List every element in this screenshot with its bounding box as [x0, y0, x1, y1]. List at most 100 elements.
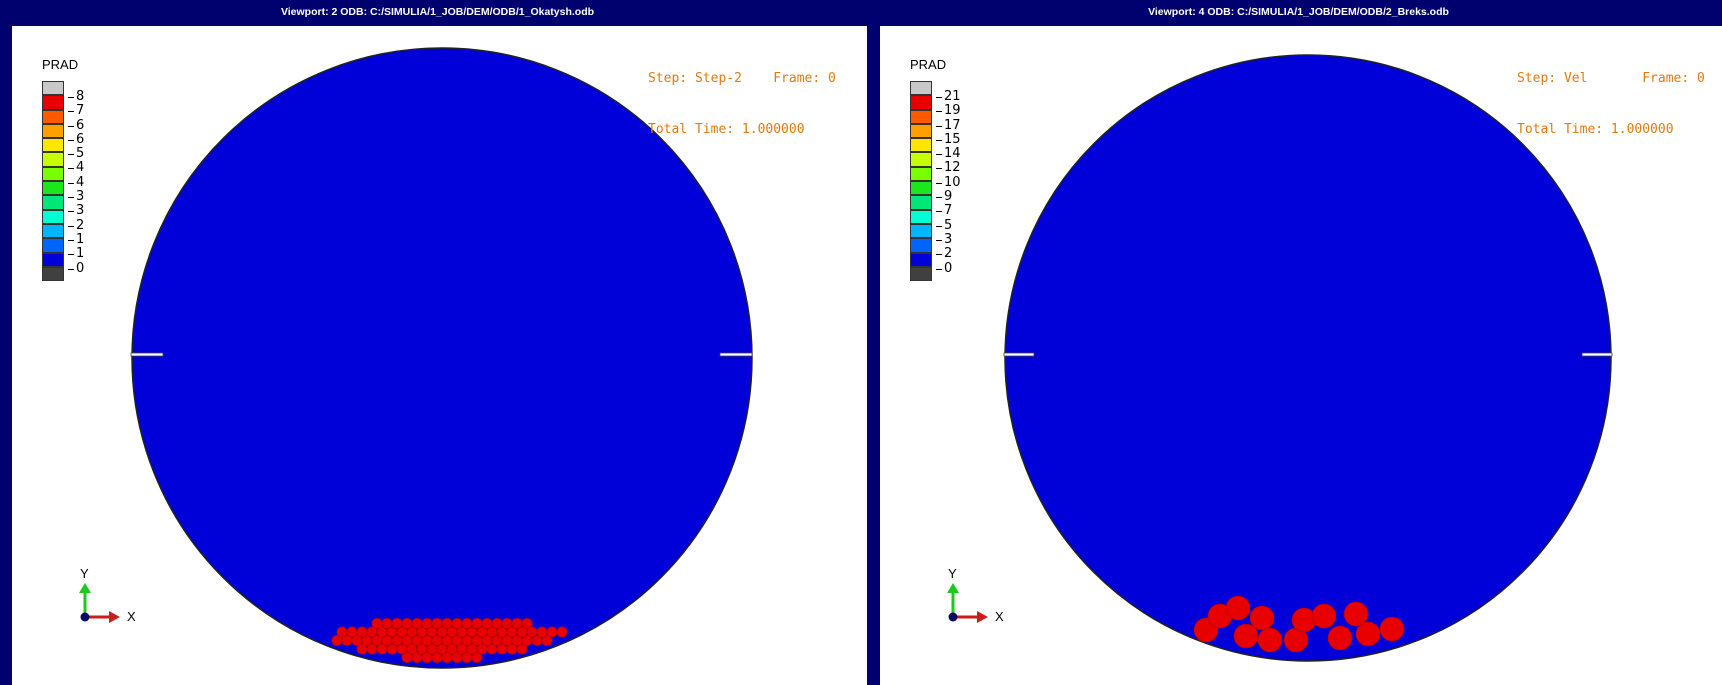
legend-swatch	[910, 81, 932, 96]
drum-body	[1004, 54, 1612, 662]
legend-colorbar	[910, 81, 932, 282]
origin-dot-icon	[948, 612, 958, 622]
legend-swatch	[42, 152, 64, 167]
particle	[1249, 605, 1275, 631]
legend-swatch	[910, 166, 932, 182]
legend-label: 2	[68, 218, 84, 233]
viewport-4[interactable]: Viewport: 4 ODB: C:/SIMULIA/1_JOB/DEM/OD…	[875, 0, 1722, 685]
particle	[471, 651, 483, 663]
legend-label: 19	[936, 103, 961, 118]
legend-label: 0	[936, 261, 961, 276]
legend-swatch	[910, 109, 932, 124]
step-line: Step: Step-2 Frame: 0	[648, 71, 836, 86]
y-axis-arrowhead	[947, 583, 959, 593]
viewport-title: Viewport: 2 ODB: C:/SIMULIA/1_JOB/DEM/OD…	[280, 6, 595, 18]
triad-y-label: Y	[80, 566, 89, 581]
legend: PRAD 21 19 17 15 14 12 10 9 7 5 3 2 0	[910, 57, 961, 282]
legend-label: 12	[936, 161, 961, 175]
legend-swatch	[910, 181, 932, 196]
legend-swatch	[42, 266, 64, 282]
drum-scene	[130, 47, 753, 669]
legend-swatch	[42, 209, 64, 224]
particle	[1327, 625, 1353, 651]
legend-label: 3	[68, 204, 84, 218]
legend-label: 8	[68, 89, 84, 104]
particle	[511, 617, 523, 629]
legend-swatch	[42, 109, 64, 124]
triad-x-label: X	[995, 609, 1004, 624]
particle	[471, 617, 483, 629]
legend-swatch	[42, 138, 64, 153]
legend-swatch	[910, 266, 932, 282]
legend-label: 21	[936, 89, 961, 104]
triad-x-label: X	[127, 609, 136, 624]
legend-label: 2	[936, 246, 961, 261]
viewport-2[interactable]: Viewport: 2 ODB: C:/SIMULIA/1_JOB/DEM/OD…	[0, 0, 875, 685]
legend-swatch	[910, 152, 932, 167]
particle	[501, 617, 513, 629]
particle	[391, 617, 403, 629]
legend-label: 5	[936, 218, 961, 233]
particle-bed	[331, 617, 568, 663]
x-axis-arrowhead	[977, 611, 988, 623]
legend-label: 6	[68, 118, 84, 133]
legend-label: 15	[936, 132, 961, 147]
particle	[1233, 623, 1259, 649]
legend-label: 6	[68, 132, 84, 147]
particle	[1311, 603, 1337, 629]
particle	[541, 634, 553, 646]
step-info: Step: Step-2 Frame: 0 Total Time: 1.0000…	[648, 36, 836, 172]
legend-label: 14	[936, 146, 961, 161]
legend-swatch	[42, 81, 64, 96]
drum-notch-left	[1003, 352, 1035, 357]
particle	[336, 626, 348, 638]
time-line: Total Time: 1.000000	[1517, 122, 1674, 137]
legend-swatch	[910, 238, 932, 253]
particle	[381, 617, 393, 629]
legend-label: 0	[68, 261, 84, 276]
particle	[431, 617, 443, 629]
legend-colorbar	[42, 81, 64, 282]
particle	[1379, 616, 1405, 642]
particle	[491, 617, 503, 629]
drum-body	[131, 47, 753, 669]
legend-swatch	[42, 166, 64, 182]
legend-label: 10	[936, 175, 961, 190]
drum-notch-right	[1581, 352, 1613, 357]
axis-triad: Y X	[925, 566, 1005, 626]
legend-label: 3	[936, 232, 961, 247]
viewport-canvas[interactable]: PRAD 21 19 17 15 14 12 10 9 7 5 3 2 0 Step: Vel Fram…	[880, 26, 1722, 685]
legend-swatch	[42, 223, 64, 239]
legend-label: 9	[936, 189, 961, 204]
legend-swatch	[42, 123, 64, 139]
legend-title: PRAD	[42, 57, 79, 72]
legend-label: 1	[68, 246, 84, 261]
particle	[1257, 627, 1283, 653]
particle	[451, 617, 463, 629]
legend-label: 7	[68, 103, 84, 118]
triad-y-label: Y	[948, 566, 957, 581]
legend-swatch	[42, 95, 64, 110]
time-line: Total Time: 1.000000	[648, 122, 805, 137]
axis-triad: Y X	[57, 566, 137, 626]
particle	[441, 617, 453, 629]
legend-label: 4	[68, 175, 84, 190]
legend-swatch	[910, 209, 932, 224]
legend-swatch	[42, 238, 64, 253]
particle	[546, 626, 558, 638]
step-info: Step: Vel Frame: 0 Total Time: 1.000000	[1517, 36, 1705, 172]
particle	[516, 643, 528, 655]
particle	[536, 626, 548, 638]
legend-label: 3	[68, 189, 84, 204]
y-axis-arrowhead	[79, 583, 91, 593]
step-line: Step: Vel Frame: 0	[1517, 71, 1705, 86]
legend-label: 4	[68, 161, 84, 175]
legend-swatch	[910, 223, 932, 239]
particle	[481, 617, 493, 629]
particle	[346, 626, 358, 638]
particle	[356, 626, 368, 638]
particle	[461, 617, 473, 629]
